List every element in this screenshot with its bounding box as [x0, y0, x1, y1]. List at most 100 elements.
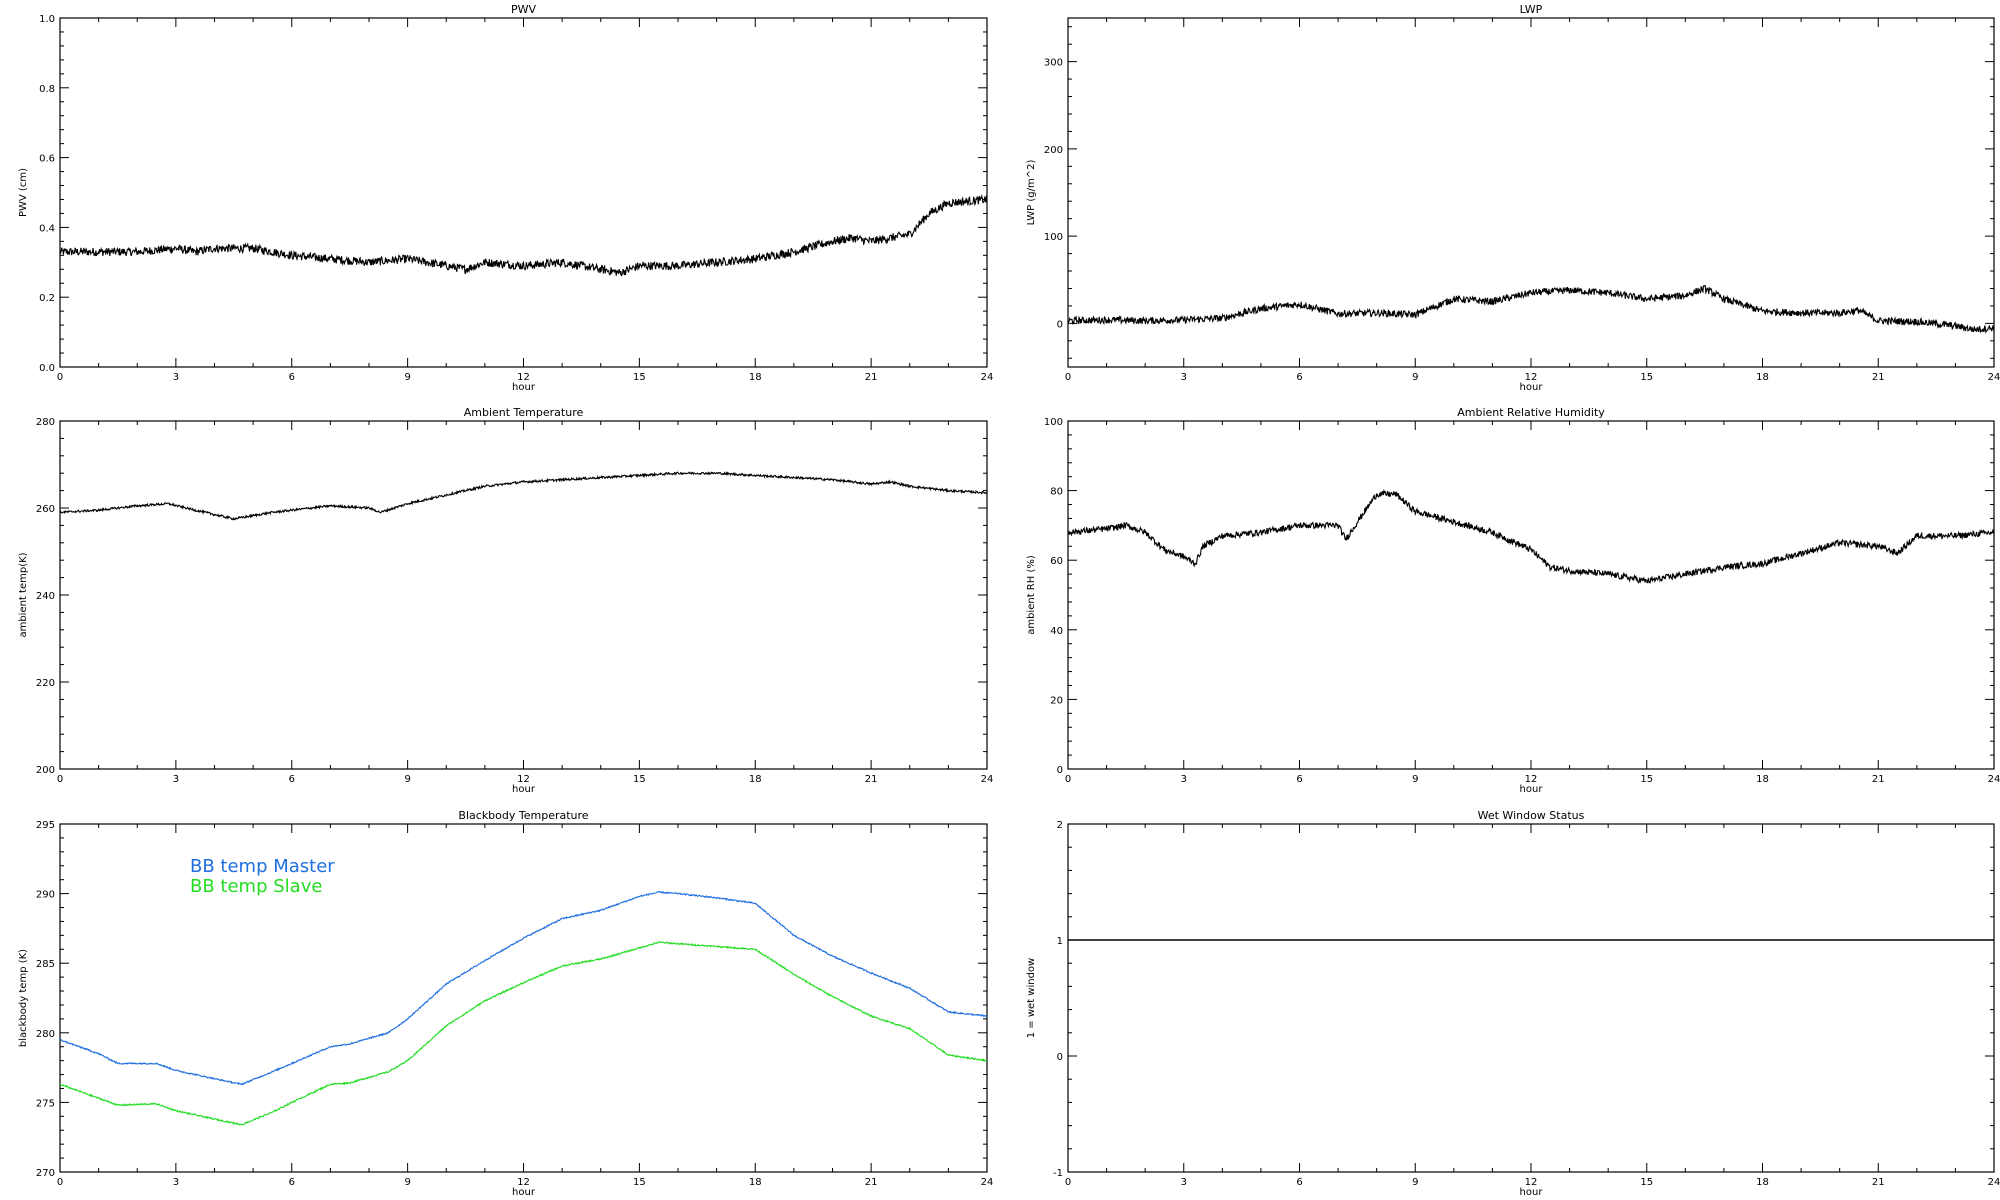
y-tick-label: 0.8	[39, 84, 55, 95]
chart-wet-window-status: Wet Window Status hour 1 = wet window 0 3 6 9 1…	[1026, 809, 2000, 1198]
x-tick-label: 12	[517, 1177, 530, 1188]
x-tick-label: 15	[633, 372, 646, 383]
x-tick-label: 3	[1181, 372, 1187, 383]
y-tick-label: 200	[1044, 145, 1063, 156]
x-axis-label: hour	[1520, 1187, 1544, 1198]
chart-blackbody-temperature: Blackbody Temperature hour blackbody temp …	[18, 809, 993, 1198]
y-tick-label: 290	[36, 890, 55, 901]
legend-entry: BB temp Master	[190, 856, 335, 877]
y-tick-label: 260	[36, 504, 55, 515]
y-axis-label: blackbody temp (K)	[18, 949, 29, 1047]
x-tick-label: 12	[1525, 372, 1538, 383]
x-tick-label: 9	[1412, 774, 1418, 785]
x-tick-label: 21	[865, 372, 878, 383]
x-tick-label: 0	[57, 1177, 63, 1188]
x-tick-label: 6	[289, 372, 295, 383]
x-tick-label: 15	[633, 774, 646, 785]
y-axis-label: LWP (g/m^2)	[1026, 160, 1037, 226]
x-tick-label: 6	[1296, 1177, 1302, 1188]
x-tick-label: 24	[981, 1177, 994, 1188]
x-tick-label: 18	[749, 372, 762, 383]
x-tick-label: 0	[57, 774, 63, 785]
x-tick-label: 21	[1872, 372, 1885, 383]
x-tick-label: 21	[1872, 774, 1885, 785]
series-line-bb-temp-master	[60, 890, 987, 1086]
x-tick-label: 3	[173, 1177, 179, 1188]
y-tick-label: -1	[1053, 1168, 1063, 1179]
y-tick-label: 0.2	[39, 293, 55, 304]
x-tick-label: 24	[981, 774, 994, 785]
x-tick-label: 12	[1525, 774, 1538, 785]
series-line-bb-temp-slave	[60, 940, 987, 1126]
plot-frame	[59, 17, 988, 368]
x-tick-label: 3	[173, 774, 179, 785]
chart-ambient-rh: Ambient Relative Humidity hour ambient RH …	[1026, 406, 2000, 795]
x-tick-label: 18	[1756, 1177, 1769, 1188]
x-tick-label: 0	[1065, 774, 1071, 785]
series-line-pwv	[60, 194, 987, 277]
x-tick-label: 12	[517, 372, 530, 383]
y-tick-label: 270	[36, 1168, 55, 1179]
plot-frame	[1067, 823, 1995, 1173]
plot-frame	[1067, 420, 1995, 770]
chart-title: LWP	[1520, 3, 1543, 16]
x-tick-label: 3	[1181, 1177, 1187, 1188]
y-tick-label: 100	[1044, 417, 1063, 428]
x-tick-label: 12	[1525, 1177, 1538, 1188]
chart-pwv: PWV hour PWV (cm) 0 3 6 9 12 15 18 21 24 0.0 0.2 0.4 0.…	[18, 3, 993, 393]
x-axis-label: hour	[1520, 784, 1544, 795]
series-line-ambient-rh	[1068, 488, 1994, 584]
y-axis-label: ambient temp(K)	[18, 552, 29, 637]
chart-title: Blackbody Temperature	[458, 809, 588, 822]
x-tick-label: 21	[865, 1177, 878, 1188]
y-tick-label: 1	[1057, 936, 1063, 947]
y-axis-label: ambient RH (%)	[1026, 555, 1037, 635]
x-tick-label: 0	[1065, 1177, 1071, 1188]
y-tick-label: 0	[1057, 765, 1063, 776]
x-tick-label: 18	[1756, 774, 1769, 785]
y-tick-label: 240	[36, 591, 55, 602]
y-tick-label: 0.4	[39, 223, 55, 234]
x-tick-label: 15	[633, 1177, 646, 1188]
legend-entry: BB temp Slave	[190, 876, 322, 897]
x-tick-label: 24	[1988, 372, 2000, 383]
plot-frame	[59, 420, 988, 770]
x-tick-label: 6	[289, 774, 295, 785]
y-tick-label: 100	[1044, 232, 1063, 243]
y-tick-label: 80	[1050, 487, 1063, 498]
y-tick-label: 0.6	[39, 154, 55, 165]
y-tick-label: 0.0	[39, 363, 55, 374]
y-tick-label: 0	[1057, 1052, 1063, 1063]
x-axis-label: hour	[512, 1187, 536, 1198]
plot-frame	[1067, 17, 1995, 368]
series-line-lwp	[1068, 284, 1994, 335]
x-tick-label: 3	[1181, 774, 1187, 785]
y-tick-label: 300	[1044, 58, 1063, 69]
y-tick-label: 275	[36, 1098, 55, 1109]
chart-title: PWV	[511, 3, 537, 16]
y-axis-label: PWV (cm)	[18, 168, 29, 217]
y-tick-label: 280	[36, 1029, 55, 1040]
y-tick-label: 200	[36, 765, 55, 776]
chart-title: Ambient Relative Humidity	[1457, 406, 1605, 419]
y-tick-label: 60	[1050, 556, 1063, 567]
x-tick-label: 15	[1640, 372, 1653, 383]
x-tick-label: 6	[1296, 372, 1302, 383]
chart-ambient-temperature: Ambient Temperature hour ambient temp(K) 0 3…	[18, 406, 993, 795]
x-tick-label: 9	[404, 1177, 410, 1188]
y-tick-label: 2	[1057, 820, 1063, 831]
x-tick-label: 21	[1872, 1177, 1885, 1188]
y-axis-label: 1 = wet window	[1026, 958, 1037, 1038]
x-tick-label: 15	[1640, 1177, 1653, 1188]
y-tick-label: 1.0	[39, 14, 55, 25]
chart-title: Ambient Temperature	[464, 406, 584, 419]
x-tick-label: 18	[749, 1177, 762, 1188]
x-tick-label: 18	[1756, 372, 1769, 383]
x-tick-label: 9	[404, 774, 410, 785]
y-tick-label: 20	[1050, 695, 1063, 706]
x-tick-label: 9	[1412, 372, 1418, 383]
x-tick-label: 24	[1988, 1177, 2000, 1188]
x-tick-label: 6	[289, 1177, 295, 1188]
y-tick-label: 220	[36, 678, 55, 689]
